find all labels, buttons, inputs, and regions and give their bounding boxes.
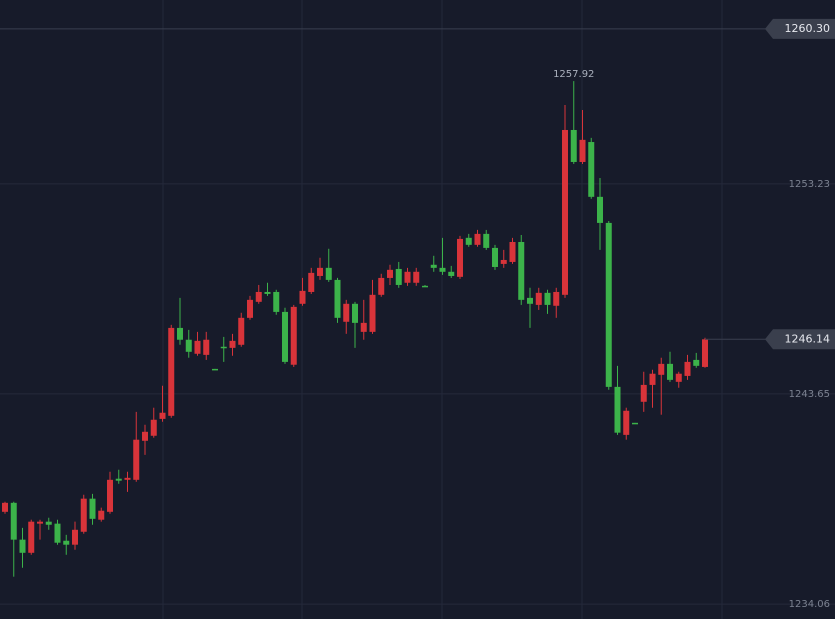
candle-body: [360, 322, 367, 332]
candle-body: [483, 233, 490, 248]
candle-body: [535, 292, 542, 305]
candle-body: [325, 267, 332, 280]
candle-body: [675, 373, 682, 382]
candle-body: [124, 477, 131, 480]
candle-body: [640, 384, 647, 402]
candle-body: [89, 498, 96, 519]
candle-body: [395, 268, 402, 285]
y-tick-label: 1243.65: [789, 389, 830, 400]
candle-body: [317, 267, 323, 276]
candle-body: [509, 241, 516, 262]
candle-body: [605, 222, 612, 387]
candle-body: [63, 540, 70, 545]
candle-body: [588, 142, 595, 197]
candle-body: [19, 539, 26, 553]
candle-body: [299, 290, 306, 304]
candle-body: [422, 285, 428, 288]
candle-body: [649, 373, 656, 385]
candle-body: [159, 412, 166, 419]
candle-body: [2, 502, 8, 512]
candle-body: [282, 311, 288, 362]
candle-body: [465, 237, 472, 245]
candle-body: [343, 303, 350, 322]
candle-body: [439, 267, 446, 272]
candle-body: [107, 479, 113, 512]
candle-body: [658, 363, 665, 375]
candle-body: [632, 422, 638, 425]
price-tag-label: 1246.14: [785, 332, 831, 345]
candle-body: [667, 363, 673, 380]
candle-body: [133, 439, 140, 480]
candle-body: [614, 386, 621, 433]
candle-body: [527, 297, 533, 304]
candle-body: [518, 241, 525, 300]
candle-body: [264, 291, 271, 294]
candle-body: [45, 521, 52, 525]
y-tick-label: 1234.06: [789, 599, 830, 610]
candle-body: [10, 502, 17, 540]
candle-body: [37, 521, 43, 524]
candle-body: [54, 523, 61, 543]
candle-body: [334, 279, 341, 318]
candle-body: [238, 317, 245, 345]
candle-body: [413, 271, 420, 283]
candle-body: [492, 247, 498, 267]
candle-body: [177, 327, 183, 340]
candle-body: [290, 306, 297, 365]
candle-body: [457, 238, 463, 277]
candle-body: [28, 521, 35, 553]
candle-body: [115, 478, 122, 481]
candle-body: [430, 264, 437, 268]
candle-body: [570, 129, 577, 162]
candle-body: [387, 269, 393, 278]
candle-body: [623, 410, 630, 435]
candle-body: [142, 431, 148, 441]
candle-body: [168, 327, 175, 416]
candle-body: [693, 359, 700, 366]
candle-body: [597, 196, 603, 223]
candle-body: [352, 303, 358, 323]
candle-body: [150, 419, 157, 436]
candle-body: [702, 339, 708, 367]
candle-body: [72, 529, 78, 545]
candle-body: [247, 299, 253, 318]
candle-body: [273, 291, 280, 312]
candle-body: [562, 129, 568, 295]
candle-body: [80, 498, 87, 532]
candle-body: [308, 272, 315, 292]
candle-body: [369, 294, 376, 332]
candle-body: [448, 271, 455, 276]
candle-body: [255, 291, 262, 302]
price-tag: [765, 329, 835, 350]
candle-body: [378, 277, 385, 295]
price-tag: [765, 18, 835, 39]
candle-body: [544, 292, 551, 305]
candle-body: [229, 340, 236, 348]
candle-body: [203, 339, 210, 355]
candle-body: [553, 291, 560, 306]
candle-body: [579, 139, 586, 162]
y-tick-label: 1253.23: [789, 179, 830, 190]
candle-body: [220, 346, 227, 349]
price-tag-label: 1260.30: [785, 22, 831, 35]
candle-body: [500, 259, 507, 264]
candle-body: [474, 233, 481, 245]
high-label: 1257.92: [553, 69, 594, 80]
candle-body: [212, 368, 218, 371]
candle-body: [404, 271, 411, 283]
candle-body: [194, 340, 201, 354]
candle-body: [185, 339, 192, 352]
candle-body: [98, 510, 105, 520]
candle-body: [684, 361, 691, 376]
